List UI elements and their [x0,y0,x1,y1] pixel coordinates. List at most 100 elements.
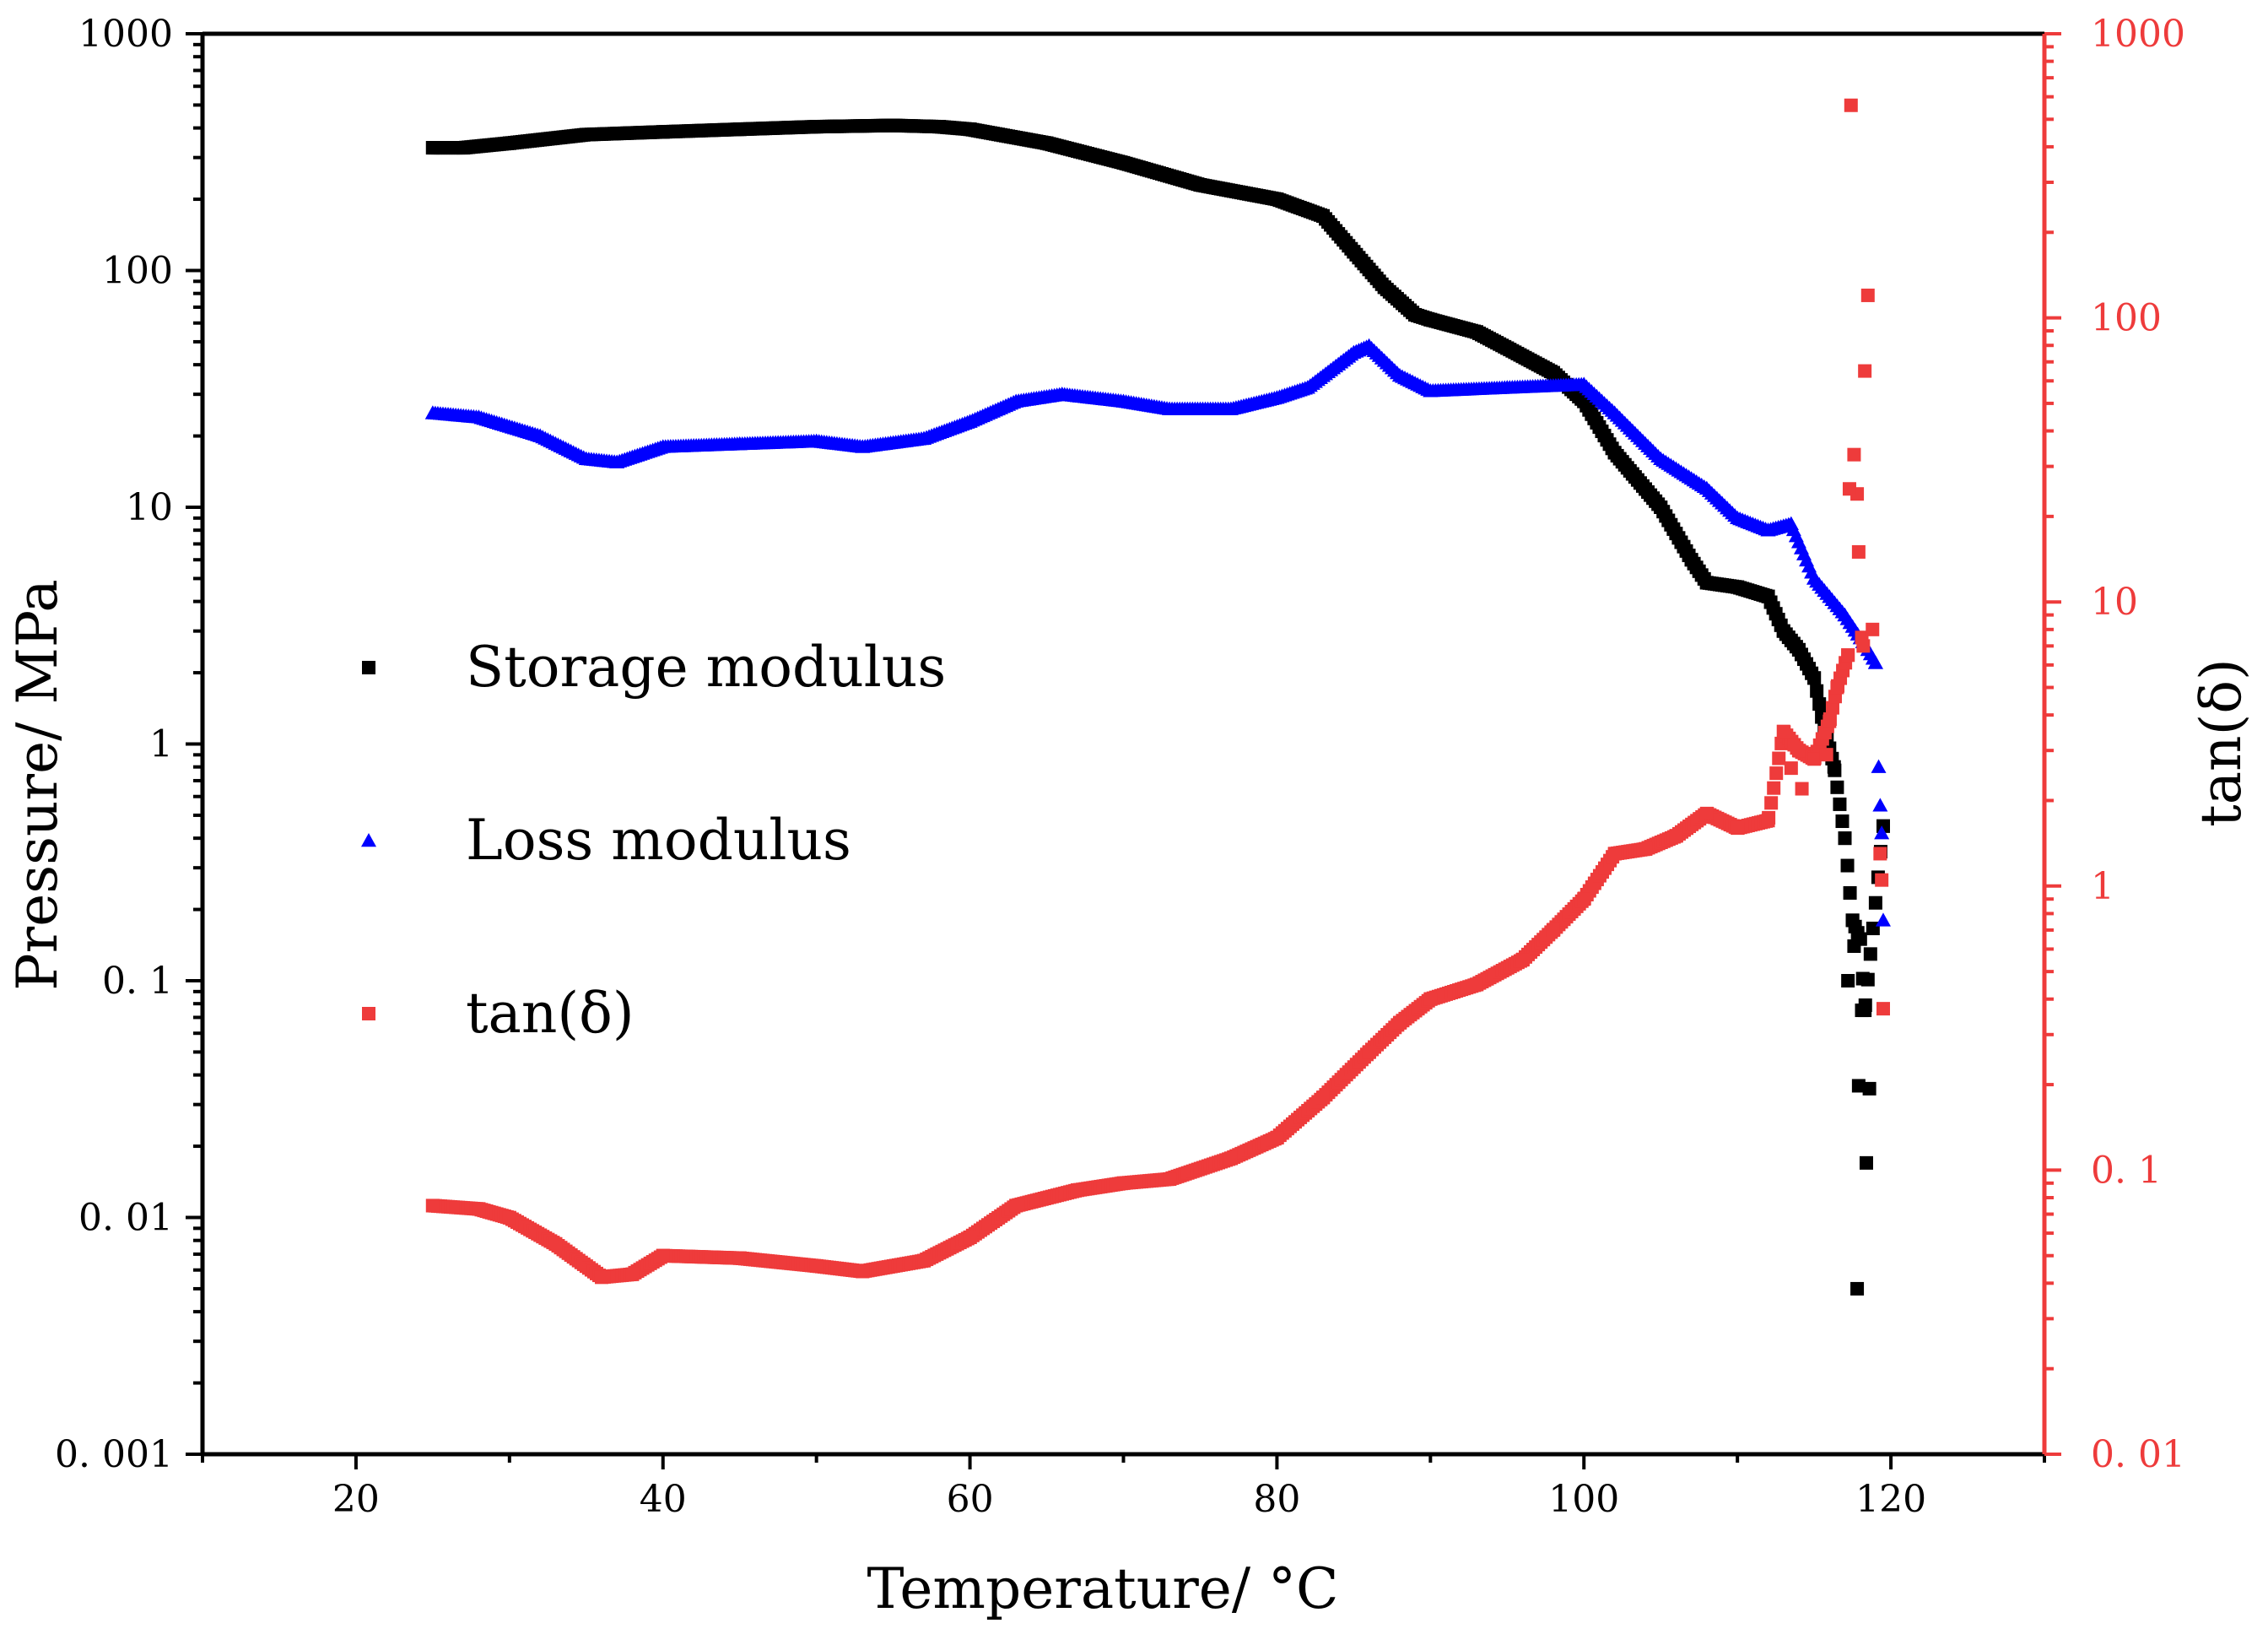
y-right-tick-label: 10 [2091,581,2138,624]
loss-modulus-point [1361,338,1377,353]
loss-modulus-point [1730,510,1746,525]
storage-modulus-point [1469,325,1483,339]
loss-modulus-point [732,436,748,451]
storage-modulus-point [1827,760,1841,774]
tan-delta-point [1639,841,1653,856]
tan-delta-point [1844,98,1858,112]
storage-modulus-point [425,141,440,155]
tan-delta-point [1822,714,1837,728]
storage-modulus-point [1761,589,1775,603]
loss-modulus-point [1871,759,1887,773]
tan-delta-point [1847,447,1861,462]
y-left-tick-label: 0. 001 [55,1433,173,1476]
storage-modulus-point [1270,192,1284,207]
x-tick-label: 20 [332,1478,380,1521]
tan-delta-point [1772,751,1786,766]
storage-modulus-point [932,120,947,134]
storage-modulus-point [502,136,516,150]
loss-modulus-point [1698,480,1714,495]
loss-modulus-point [1837,607,1853,622]
legend-label: tan(δ) [466,981,634,1046]
storage-modulus-point [1812,697,1827,711]
loss-modulus-point [808,433,824,448]
storage-modulus-point [1377,280,1391,295]
legend-label: Loss modulus [466,808,851,873]
loss-modulus-point [1760,522,1776,537]
plot-area [424,98,1891,1296]
loss-modulus-point [1806,571,1822,585]
tan-delta-point [856,1264,870,1279]
x-tick-label: 80 [1253,1478,1300,1521]
tan-delta-point [1795,782,1809,796]
storage-modulus-point [1315,208,1330,223]
loss-modulus-point [1054,387,1070,401]
storage-modulus-point [1833,797,1847,811]
x-tick-label: 40 [640,1478,687,1521]
tan-delta-point [472,1202,486,1216]
x-axis-ticks: 20 40 60 80 100 120 [201,1454,2046,1521]
tan-delta-point [1223,1151,1238,1166]
storage-modulus-point [1776,624,1790,638]
y-left-tick-label: 1 [149,723,173,766]
storage-modulus-point [1807,671,1822,685]
tan-delta-point [1070,1183,1084,1198]
tan-delta-point [1423,992,1438,1006]
y-left-tick-label: 10 [126,486,173,529]
storage-modulus-point [579,127,593,142]
loss-modulus-point [609,454,625,468]
loss-modulus-point [1223,401,1239,415]
y-axis-left-ticks: 0. 001 0. 01 0. 1 1 10 100 1000 [55,13,202,1476]
tan-delta-point [1876,1002,1890,1016]
tan-delta-point [1776,724,1790,739]
tan-delta-point [1856,639,1871,653]
tan-delta-point [1819,748,1833,762]
storage-modulus-point [1859,1155,1873,1170]
storage-modulus-point [1850,1281,1865,1296]
tan-delta-point [1858,364,1872,378]
tan-delta-point [425,1198,440,1213]
loss-modulus-point [655,439,671,453]
storage-modulus-point [1838,831,1852,846]
storage-modulus-point [1863,947,1877,961]
y-right-tick-label: 0. 1 [2091,1149,2162,1192]
storage-modulus-point [1500,341,1515,355]
tan-delta-point [1362,1045,1376,1059]
storage-modulus-point [1347,245,1361,259]
tan-delta-point [502,1210,516,1225]
storage-modulus-point [1847,939,1861,954]
tan-delta-point [1469,977,1483,992]
loss-modulus-point [1008,393,1024,408]
tan-delta-point [732,1251,747,1265]
storage-modulus-point [1860,972,1875,987]
legend-label: Storage modulus [466,635,946,700]
y-axis-left-title: Pressure/ MPa [5,579,70,990]
loss-modulus-point [1162,401,1178,415]
storage-modulus-point [656,125,670,139]
storage-modulus-point [1423,312,1438,327]
tan-delta-point [1825,701,1839,715]
storage-modulus-point [1851,1079,1866,1093]
legend-marker [362,661,375,674]
loss-modulus-point [578,451,594,465]
tan-delta-point [1842,482,1856,496]
series-tan- [425,648,1855,1285]
storage-modulus-point [1845,913,1860,928]
loss-modulus-point [424,405,440,419]
loss-modulus-point [471,409,487,424]
tan-delta-point [1767,781,1781,795]
loss-modulus-point [1115,393,1131,408]
loss-modulus-point [962,414,978,428]
x-axis-title: Temperature/ °C [867,1556,1338,1621]
loss-modulus-point [1346,344,1362,359]
y-right-tick-label: 0. 01 [2091,1433,2185,1476]
storage-modulus-point [963,122,977,137]
tan-delta-point [1315,1090,1330,1105]
tan-delta-point [656,1248,670,1263]
legend-marker [361,833,376,847]
storage-modulus-point [1684,553,1698,567]
loss-modulus-point [1299,380,1315,394]
loss-modulus-point [1653,451,1669,465]
tan-delta-point [1699,806,1714,820]
storage-modulus-point [1841,974,1855,987]
